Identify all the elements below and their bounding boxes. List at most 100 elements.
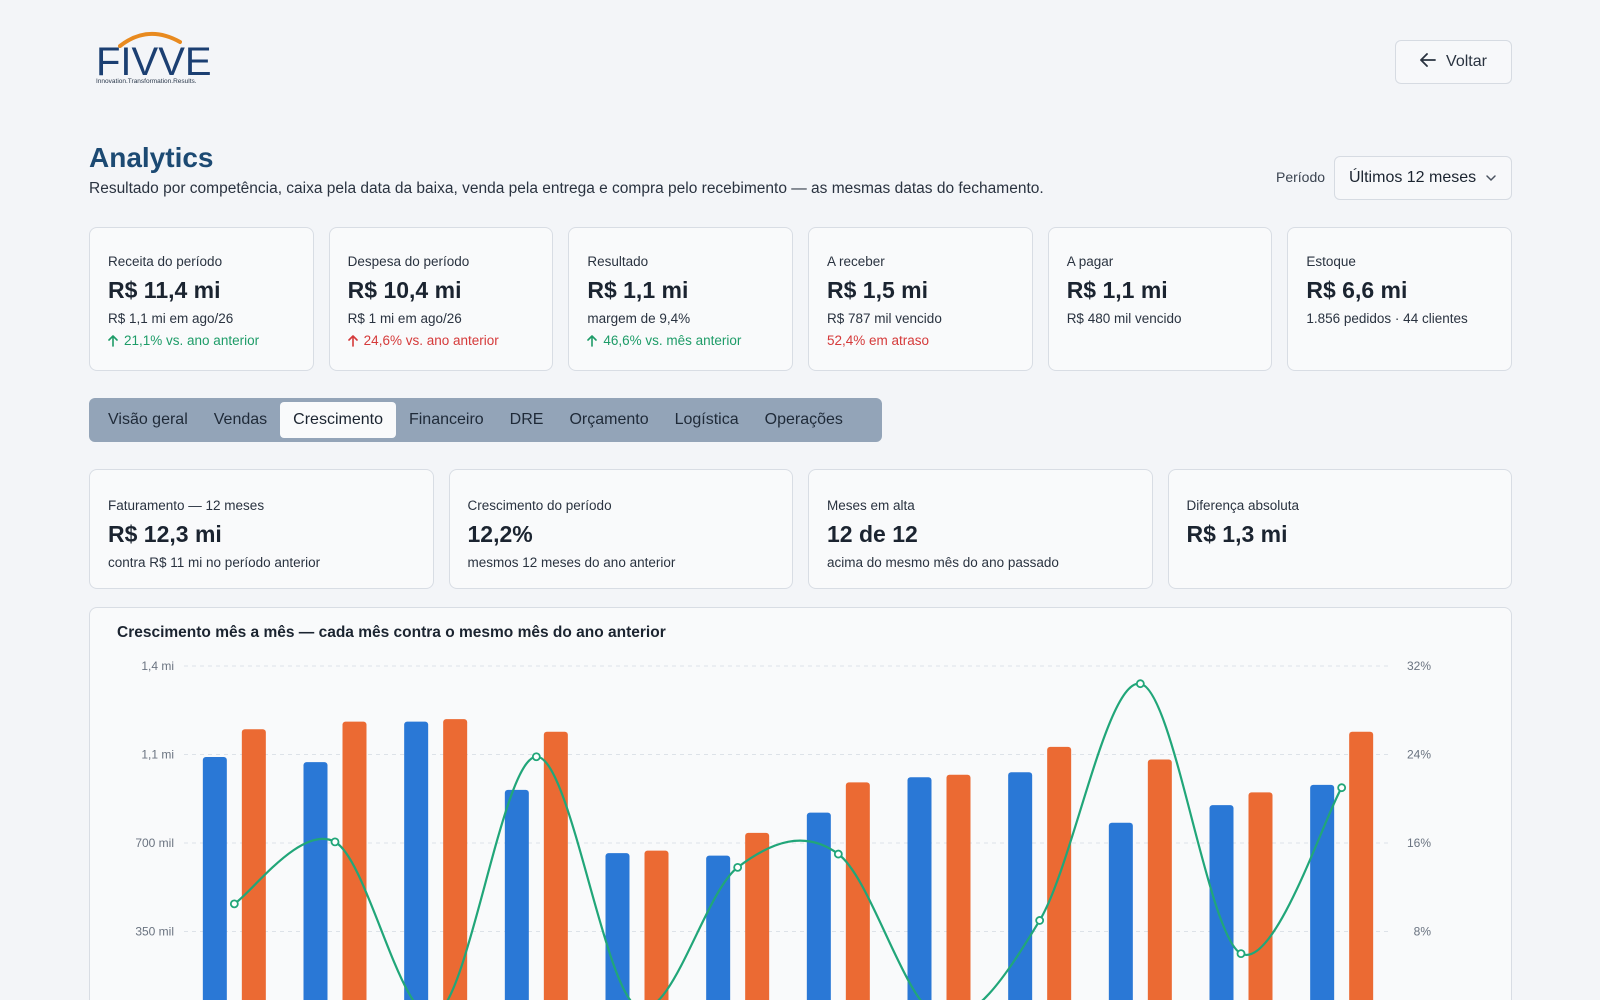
growth-kpi-label: Diferença absoluta <box>1186 498 1300 513</box>
kpi-card-a-pagar: A pagar R$ 1,1 mi R$ 480 mil vencido <box>1047 227 1273 371</box>
tab-visao-geral[interactable]: Visão geral <box>108 411 188 428</box>
tab-financeiro[interactable]: Financeiro <box>408 411 484 428</box>
tab-crescimento[interactable]: Crescimento <box>280 402 396 438</box>
bar-previous-year <box>303 762 328 1000</box>
kpi-trend-text: 24,6% vs. ano anterior <box>363 333 499 348</box>
bar-current-year <box>1147 759 1172 1000</box>
back-button[interactable]: Voltar <box>1395 40 1512 84</box>
growth-kpi-value: 12,2% <box>467 521 533 547</box>
chevron-down-icon <box>1485 169 1497 192</box>
y2-tick-label: 24% <box>1407 748 1431 762</box>
arrow-up-icon <box>347 334 358 347</box>
kpi-card-resultado: Resultado R$ 1,1 mi margem de 9,4% 46,6%… <box>568 227 794 371</box>
kpi-sub: 1.856 pedidos · 44 clientes <box>1306 311 1468 326</box>
bar-current-year <box>543 731 568 1000</box>
bar-previous-year <box>202 757 227 1000</box>
bar-current-year <box>845 782 870 1000</box>
growth-point <box>330 837 340 847</box>
kpi-trend: 52,4% em atraso <box>827 333 1014 348</box>
y-tick-label: 1,1 mi <box>141 748 174 762</box>
kpi-value: R$ 11,4 mi <box>108 277 221 303</box>
growth-kpi-sub: contra R$ 11 mi no período anterior <box>108 555 321 570</box>
y2-tick-label: 8% <box>1414 925 1432 939</box>
y-tick-label: 350 mil <box>135 925 174 939</box>
kpi-value: R$ 10,4 mi <box>347 277 462 303</box>
growth-kpi-row: Faturamento — 12 meses R$ 12,3 mi contra… <box>89 469 1512 589</box>
kpi-trend-text: 21,1% vs. ano anterior <box>124 333 260 348</box>
growth-chart: 1,4 mi 1,1 mi 700 mil 350 mil 32% 24% 16% 8% <box>135 659 1432 1000</box>
growth-point <box>1135 679 1145 689</box>
kpi-value: R$ 1,5 mi <box>827 277 929 303</box>
growth-chart-card: 1,4 mi 1,1 mi 700 mil 350 mil 32% 24% 16% 8% Cr… <box>89 607 1512 1000</box>
growth-line <box>233 682 1343 1000</box>
growth-kpi-value: 12 de 12 <box>827 521 918 547</box>
kpi-card-estoque: Estoque R$ 6,6 mi 1.856 pedidos · 44 cli… <box>1287 227 1513 371</box>
growth-kpi-sub: mesmos 12 meses do ano anterior <box>467 555 676 570</box>
kpi-row: Receita do período R$ 11,4 mi R$ 1,1 mi … <box>89 227 1513 371</box>
brand-logo: FIVVE Innovation.Transformation.Results. <box>96 28 212 88</box>
growth-point <box>531 752 541 762</box>
bar-current-year <box>644 850 669 1000</box>
kpi-sub: R$ 480 mil vencido <box>1066 311 1182 326</box>
kpi-label: Estoque <box>1306 254 1356 269</box>
kpi-value: R$ 6,6 mi <box>1306 277 1408 303</box>
kpi-label: Receita do período <box>108 254 223 269</box>
growth-point <box>1035 916 1045 925</box>
arrow-left-icon <box>1420 52 1436 72</box>
growth-kpi-meses-em-alta: Meses em alta 12 de 12 acima do mesmo mê… <box>808 469 1153 589</box>
tab-logistica[interactable]: Logística <box>674 411 739 428</box>
tab-dre[interactable]: DRE <box>509 411 544 428</box>
kpi-card-a-receber: A receber R$ 1,5 mi R$ 787 mil vencido 5… <box>808 227 1033 371</box>
growth-kpi-value: R$ 1,3 mi <box>1186 521 1288 547</box>
bar-current-year <box>443 719 468 1000</box>
period-label: Período <box>1276 169 1326 185</box>
bar-current-year <box>1349 731 1374 1000</box>
bar-previous-year <box>907 777 932 1000</box>
growth-point <box>1337 783 1347 793</box>
bar-previous-year <box>404 721 429 1000</box>
kpi-value: R$ 1,1 mi <box>1066 277 1168 303</box>
y-tick-label: 1,4 mi <box>141 659 174 673</box>
growth-kpi-label: Meses em alta <box>827 498 915 513</box>
bar-previous-year <box>1209 805 1234 1000</box>
growth-point <box>833 849 843 859</box>
page-subtitle: Resultado por competência, caixa pela da… <box>89 180 1044 197</box>
growth-point <box>229 899 239 909</box>
growth-kpi-crescimento: Crescimento do período 12,2% mesmos 12 m… <box>448 469 793 589</box>
arrow-up-icon <box>108 334 118 347</box>
kpi-trend: 46,6% vs. mês anterior <box>587 333 774 348</box>
analytics-tabs: Visão geral Vendas Crescimento Financeir… <box>89 398 882 442</box>
tab-vendas[interactable]: Vendas <box>213 411 268 428</box>
bar-current-year <box>241 729 266 1000</box>
kpi-trend-text: 46,6% vs. mês anterior <box>603 333 742 348</box>
bar-previous-year <box>1310 784 1335 1000</box>
kpi-trend: 21,1% vs. ano anterior <box>108 333 295 348</box>
tab-orcamento[interactable]: Orçamento <box>569 411 649 428</box>
logo-arc-icon <box>118 31 182 48</box>
bar-previous-year <box>806 812 831 1000</box>
tab-operacoes[interactable]: Operações <box>764 411 843 428</box>
kpi-sub: margem de 9,4% <box>587 311 691 326</box>
period-select[interactable]: Últimos 12 meses <box>1334 156 1512 200</box>
kpi-sub: R$ 1,1 mi em ago/26 <box>108 311 234 326</box>
bar-previous-year <box>605 853 630 1000</box>
growth-kpi-sub: acima do mesmo mês do ano passado <box>827 555 1059 570</box>
kpi-sub: R$ 787 mil vencido <box>827 311 942 326</box>
growth-kpi-diferenca: Diferença absoluta R$ 1,3 mi <box>1167 469 1512 589</box>
page-title: Analytics <box>89 142 214 173</box>
brand-tagline: Innovation.Transformation.Results. <box>96 78 197 85</box>
growth-kpi-label: Faturamento — 12 meses <box>108 498 265 513</box>
kpi-card-despesa: Despesa do período R$ 10,4 mi R$ 1 mi em… <box>328 227 554 371</box>
period-select-value: Últimos 12 meses <box>1349 169 1477 186</box>
growth-point <box>1236 949 1246 959</box>
kpi-trend: 24,6% vs. ano anterior <box>347 333 535 348</box>
y-tick-label: 700 mil <box>135 836 174 850</box>
bar-current-year <box>946 774 971 1000</box>
arrow-up-icon <box>587 334 598 347</box>
growth-point <box>733 862 743 872</box>
kpi-label: A receber <box>827 254 885 269</box>
kpi-label: Despesa do período <box>347 254 470 269</box>
bar-previous-year <box>1108 822 1133 1000</box>
kpi-label: Resultado <box>587 254 649 269</box>
kpi-card-receita: Receita do período R$ 11,4 mi R$ 1,1 mi … <box>89 227 314 371</box>
